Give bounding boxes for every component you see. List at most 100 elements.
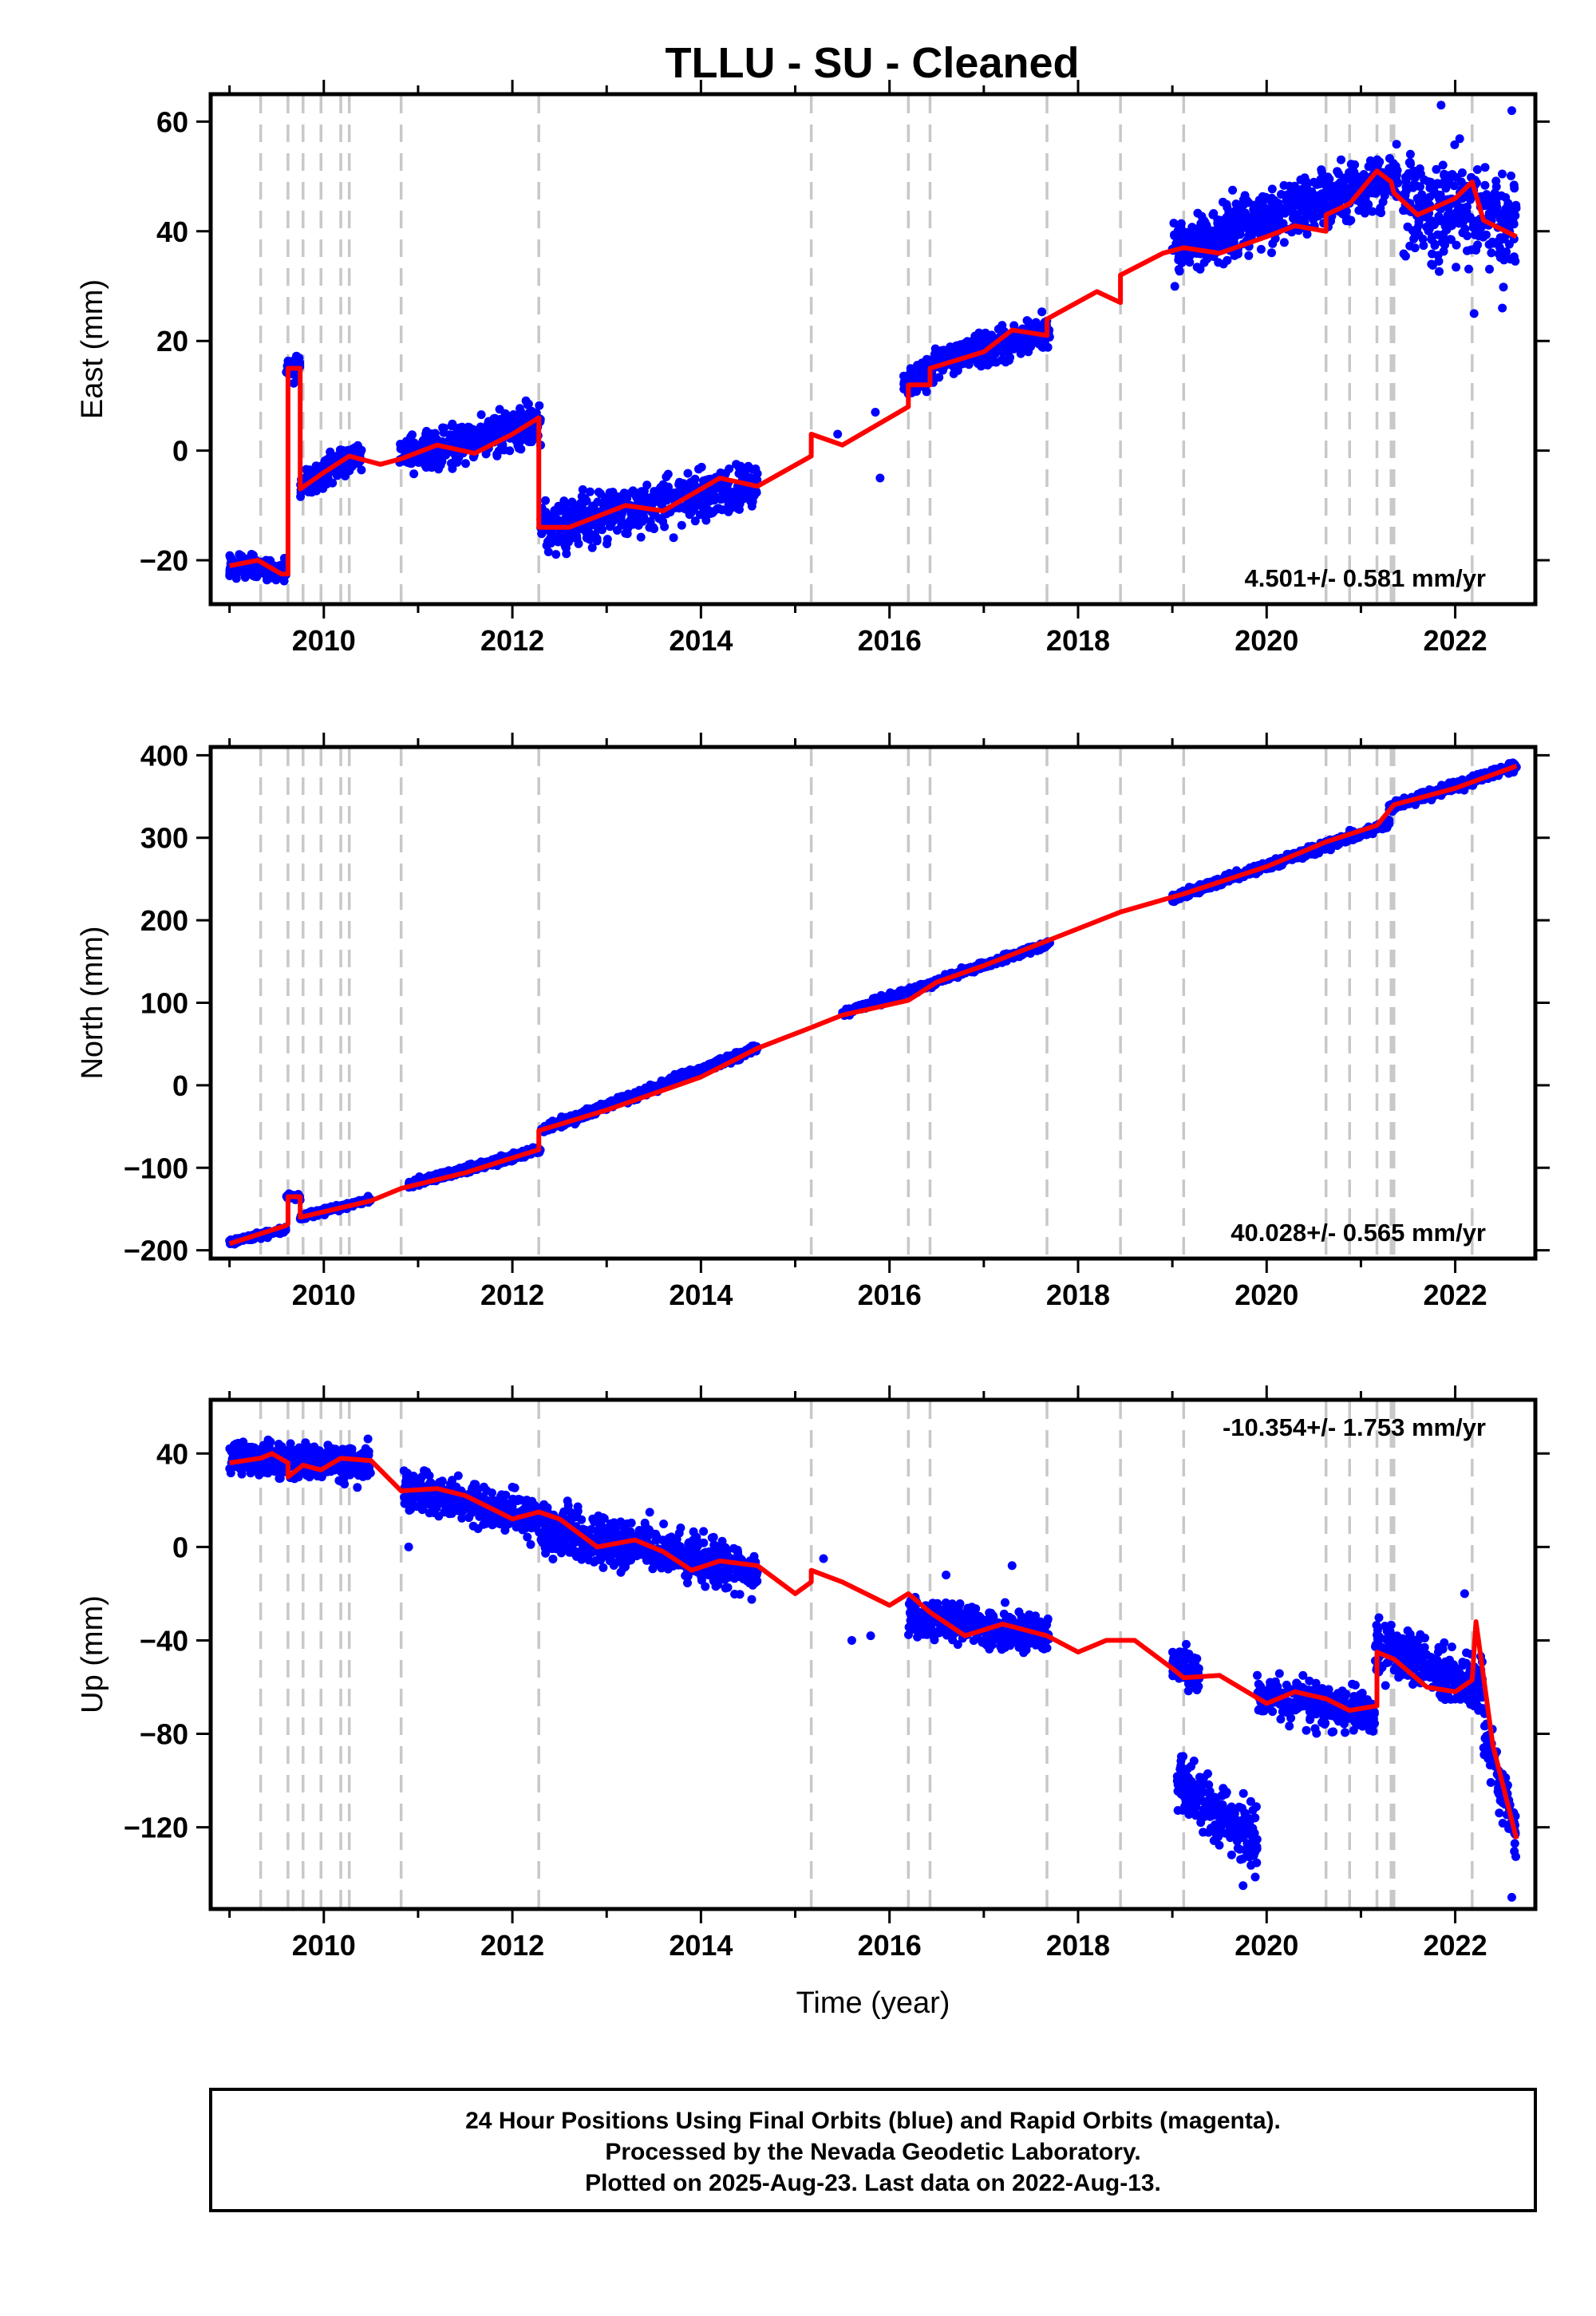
east-data-point-1218 <box>685 505 695 515</box>
east-data-point-2621 <box>1416 182 1424 192</box>
east-data-point-1105 <box>683 468 693 478</box>
east-data-point-1114 <box>621 528 630 538</box>
east-data-point-745 <box>406 459 416 468</box>
east-data-point-2376 <box>1374 184 1384 193</box>
east-data-point-751 <box>466 432 476 441</box>
east-data-point-2598 <box>1432 164 1441 174</box>
east-data-point-146 <box>227 555 236 564</box>
east-data-point-946 <box>574 539 583 548</box>
east-data-point-696 <box>408 430 417 440</box>
east-rate-label: 4.501+/- 0.581 mm/yr <box>1245 564 1486 592</box>
east-data-point-1242 <box>630 519 640 528</box>
east-data-point-1310 <box>690 516 700 526</box>
east-data-point-1195 <box>617 492 626 501</box>
east-data-point-1979 <box>1350 160 1360 169</box>
east-data-point-1224 <box>748 496 757 506</box>
east-data-point-2543 <box>1405 149 1415 159</box>
east-data-point-2673 <box>1452 172 1461 182</box>
east-data-point-729 <box>439 423 448 433</box>
east-data-point-2260 <box>1309 215 1318 224</box>
east-data-point-2315 <box>1346 175 1356 184</box>
east-data-point-1248 <box>590 505 599 515</box>
east-data-point-2615 <box>1485 264 1494 274</box>
east-data-point-2599 <box>1487 248 1496 258</box>
east-data-point-1774 <box>1392 140 1401 149</box>
east-data-point-1858 <box>1317 168 1326 177</box>
north-data-point-1347 <box>704 1060 713 1069</box>
east-data-point-1103 <box>578 485 587 494</box>
east-x-tick-label-2014: 2014 <box>669 624 733 657</box>
east-data-point-1735 <box>938 350 948 360</box>
east-data-point-2305 <box>1209 231 1219 240</box>
east-data-point-2050 <box>1359 170 1369 179</box>
east-data-point-483 <box>422 426 431 436</box>
east-data-point-2374 <box>1261 192 1270 202</box>
east-data-point-2226 <box>1222 216 1231 226</box>
east-data-point-1154 <box>638 510 648 519</box>
east-data-point-1495 <box>930 344 940 354</box>
east-data-point-1288 <box>583 524 593 534</box>
east-data-point-1350 <box>626 488 636 497</box>
east-data-point-1331 <box>577 492 587 501</box>
east-data-point-2321 <box>1338 187 1348 196</box>
east-data-point-2335 <box>1315 194 1325 204</box>
east-data-point-1083 <box>642 480 652 490</box>
east-outlier-point-6 <box>1469 309 1479 318</box>
east-data-point-2378 <box>1196 227 1206 236</box>
east-data-point-2523 <box>1464 264 1473 274</box>
east-data-point-2318 <box>1319 204 1329 213</box>
east-data-point-746 <box>421 433 430 443</box>
east-data-point-2373 <box>1216 227 1226 236</box>
east-data-point-2247 <box>1272 205 1282 215</box>
east-data-point-2660 <box>1419 241 1428 251</box>
east-data-point-187 <box>292 351 301 361</box>
east-outlier-point-5 <box>1498 303 1507 313</box>
east-outlier-point-3 <box>1436 101 1446 110</box>
east-data-point-2341 <box>1291 196 1301 206</box>
east-data-point-1136 <box>701 516 711 525</box>
north-data-point-1331 <box>650 1081 659 1091</box>
east-data-point-737 <box>512 434 522 444</box>
east-data-point-2214 <box>1307 195 1317 204</box>
east-data-point-897 <box>551 550 561 559</box>
east-data-point-1349 <box>677 520 686 530</box>
east-data-point-325 <box>302 464 311 474</box>
east-data-point-2370 <box>1253 200 1262 209</box>
east-data-point-2149 <box>1296 175 1306 184</box>
east-data-point-739 <box>520 431 530 441</box>
east-data-point-1339 <box>553 516 563 526</box>
east-data-point-724 <box>460 441 470 450</box>
east-data-point-2362 <box>1302 208 1312 218</box>
east-data-point-2344 <box>1237 211 1246 221</box>
east-data-point-2579 <box>1508 218 1518 227</box>
east-data-point-2441 <box>1452 263 1461 272</box>
east-y-tick-label-0: −20 <box>140 544 188 577</box>
east-data-point-454 <box>409 469 419 479</box>
east-data-point-2676 <box>1472 216 1481 226</box>
east-data-point-2196 <box>1341 216 1351 226</box>
east-x-tick-label-2020: 2020 <box>1235 624 1298 657</box>
east-data-point-1319 <box>746 473 756 483</box>
east-data-point-1706 <box>1012 342 1021 351</box>
east-plot-frame <box>208 92 1538 607</box>
east-data-point-1249 <box>645 523 654 532</box>
east-data-point-2280 <box>1273 216 1282 226</box>
east-data-point-728 <box>431 453 440 463</box>
east-data-point-726 <box>440 451 449 460</box>
east-data-point-1251 <box>541 496 550 505</box>
east-data-point-2661 <box>1444 171 1454 180</box>
east-data-point-2623 <box>1455 134 1464 144</box>
east-data-point-1006 <box>733 504 743 513</box>
east-data-point-720 <box>407 439 417 449</box>
east-data-point-2605 <box>1404 168 1413 178</box>
east-data-point-126 <box>263 575 271 585</box>
east-x-tick-label-2010: 2010 <box>292 624 356 657</box>
east-data-point-155 <box>254 567 263 576</box>
east-data-point-2309 <box>1392 176 1401 185</box>
east-data-point-2580 <box>1491 176 1501 186</box>
east-data-point-2681 <box>1484 208 1494 218</box>
east-data-point-2198 <box>1223 255 1232 265</box>
east-data-point-1913 <box>1244 251 1254 260</box>
east-data-point-2645 <box>1504 239 1514 249</box>
